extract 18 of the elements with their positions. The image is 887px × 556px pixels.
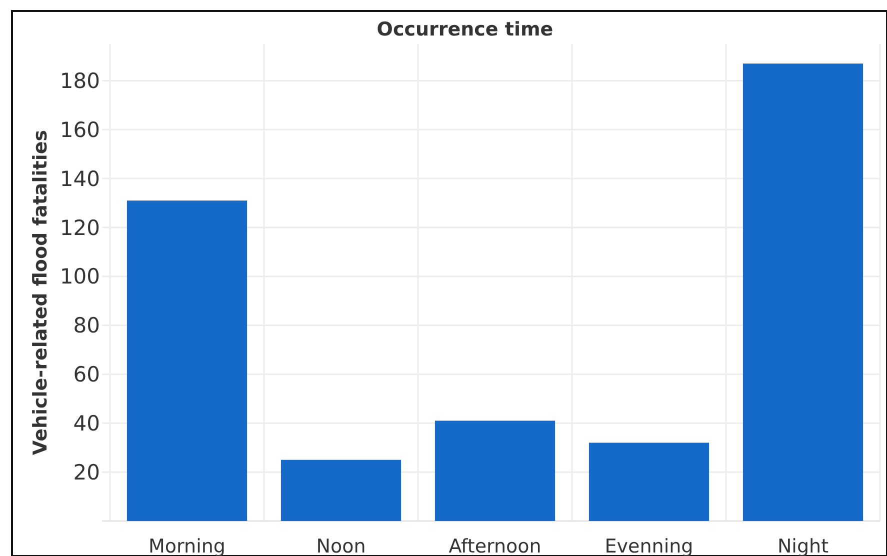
bar — [434, 420, 556, 521]
x-tick-label: Noon — [316, 536, 366, 556]
y-tick-label: 20 — [73, 460, 100, 484]
chart-title: Occurrence time — [376, 18, 554, 41]
y-tick-label: 180 — [60, 69, 100, 94]
y-tick-label: 40 — [73, 412, 100, 436]
bar — [588, 442, 710, 521]
x-tick-label: Afternoon — [448, 536, 542, 556]
bar — [742, 64, 864, 521]
y-tick-label: 140 — [60, 166, 100, 191]
y-tick-label: 160 — [60, 118, 100, 142]
y-tick-label: 60 — [73, 362, 100, 387]
bar — [126, 200, 248, 521]
bar — [280, 460, 402, 521]
y-axis-title: Vehicle-related flood fatalities — [30, 130, 52, 456]
y-tick-label: 100 — [60, 264, 100, 289]
y-tick-label: 80 — [73, 314, 100, 338]
y-tick-label: 120 — [60, 216, 100, 240]
